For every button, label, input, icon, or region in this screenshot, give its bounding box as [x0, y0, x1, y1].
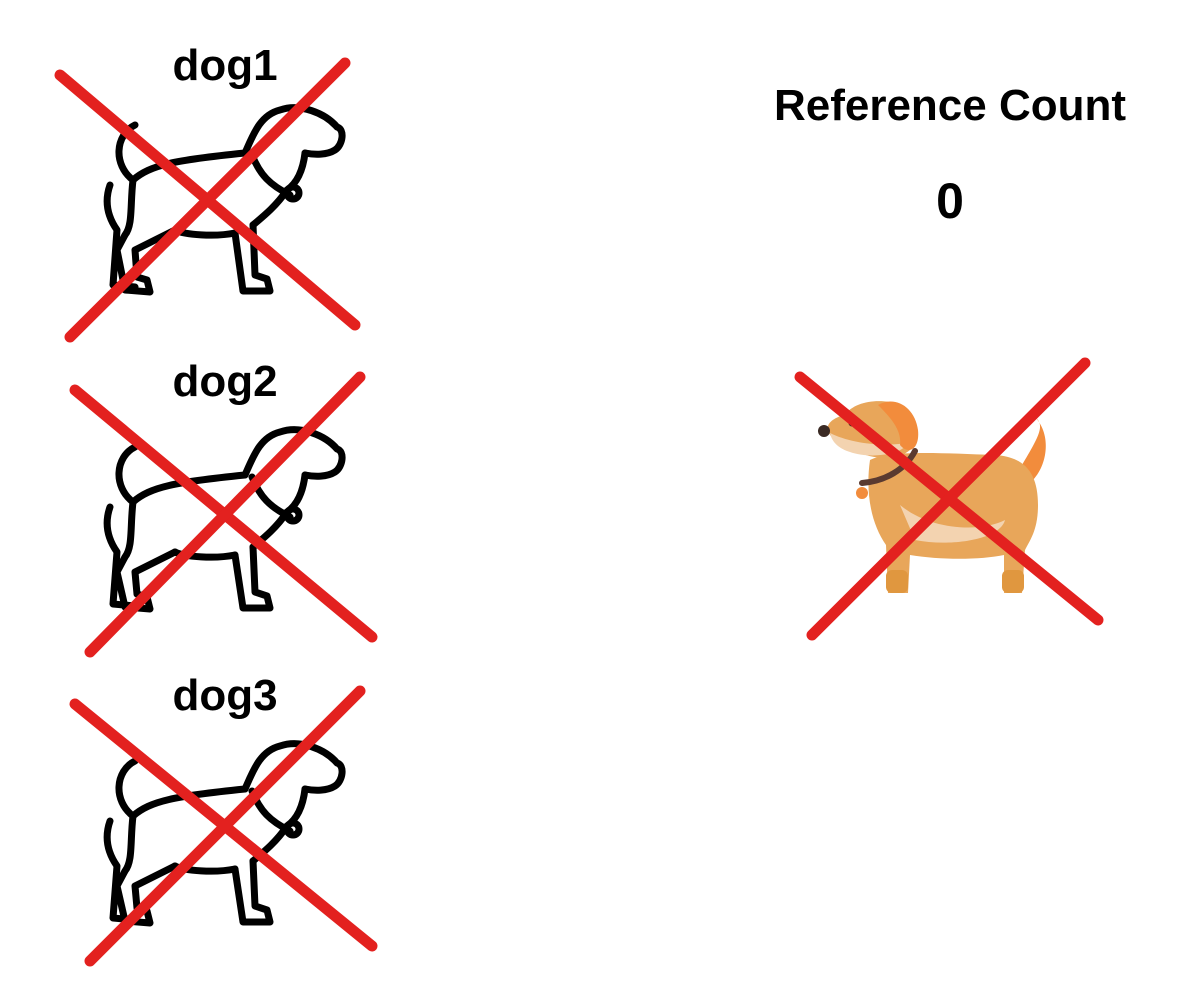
dog1-reference: [54, 55, 365, 345]
red-cross-icon: [794, 357, 1104, 641]
dog2-reference: [69, 371, 380, 662]
outline-dog-icon: [103, 426, 346, 613]
dog2-label: dog2: [172, 357, 278, 406]
reference-count-title: Reference Count: [773, 81, 1127, 130]
reference-count-value: 0: [936, 173, 964, 229]
red-cross-icon: [69, 371, 378, 658]
dog3-label: dog3: [172, 671, 278, 720]
shared-dog-object: [790, 355, 1110, 645]
dog1-label: dog1: [172, 41, 278, 90]
dog3-reference: [69, 685, 380, 976]
red-cross-icon: [69, 685, 378, 967]
red-cross-icon: [54, 57, 361, 343]
